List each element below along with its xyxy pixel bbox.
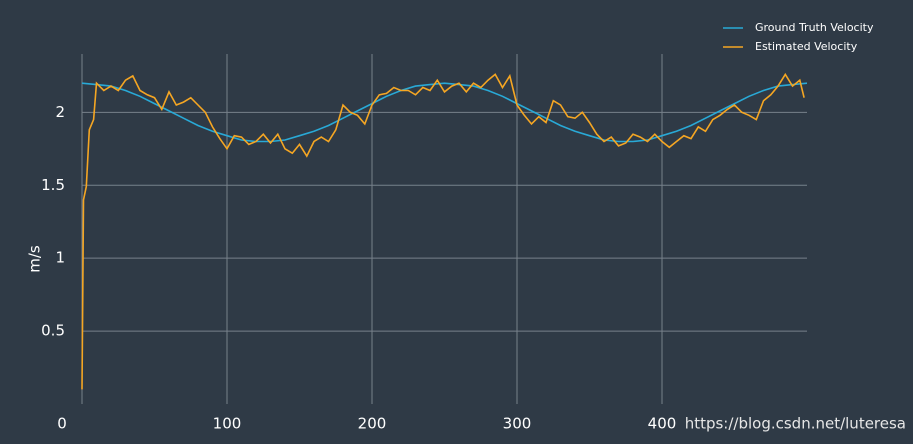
y-tick-label: 0.5 (41, 322, 65, 340)
x-tick-label: 0 (57, 415, 67, 433)
x-tick-label: 300 (503, 415, 532, 433)
series-line (81, 82, 808, 143)
series-line (81, 72, 805, 390)
watermark: https://blog.csdn.net/luteresa (685, 415, 906, 433)
x-tick-label: 200 (358, 415, 387, 433)
y-tick-label: 2 (55, 103, 65, 121)
x-tick-label: 400 (648, 415, 677, 433)
y-tick-label: 1 (55, 249, 65, 267)
x-tick-label: 100 (213, 415, 242, 433)
y-tick-label: 1.5 (41, 176, 65, 194)
legend-label: Estimated Velocity (755, 40, 858, 53)
y-axis-label: m/s (26, 245, 44, 273)
legend-label: Ground Truth Velocity (755, 21, 874, 34)
